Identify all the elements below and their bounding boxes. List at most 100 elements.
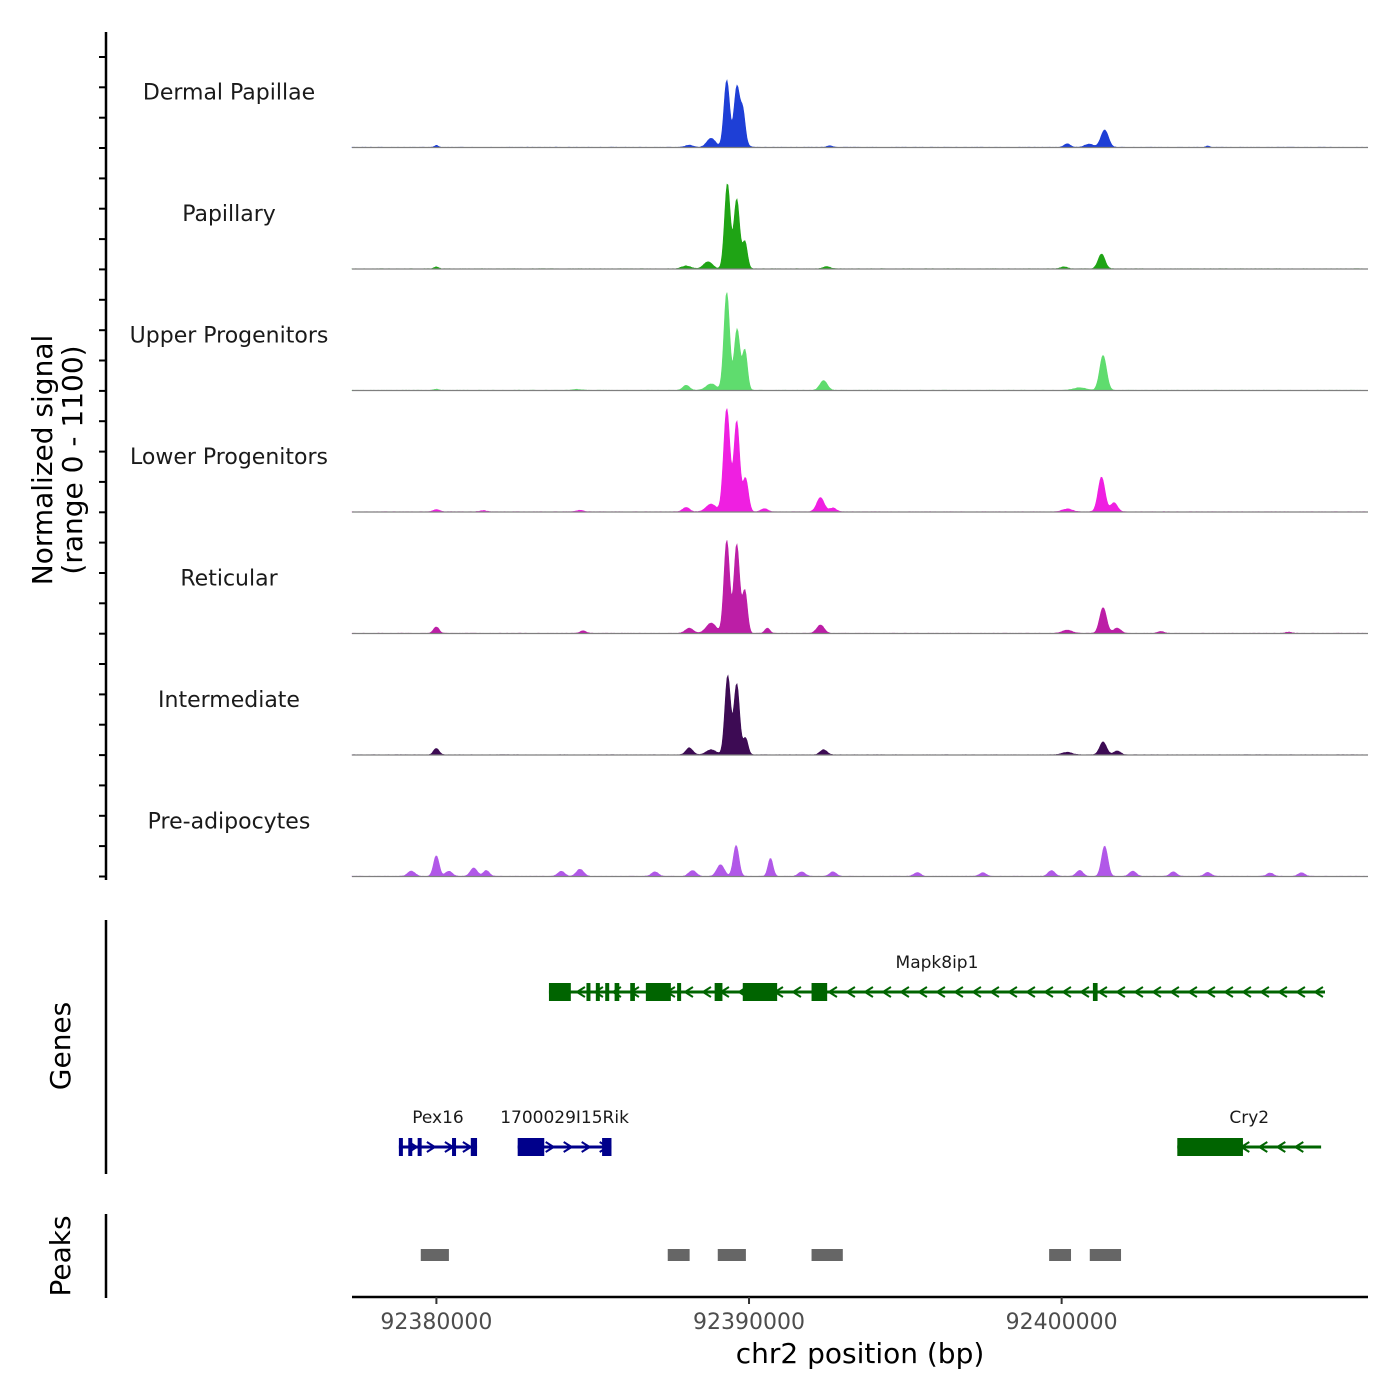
gene-models: Mapk8ip1 Pex16 1700029I15Rik Cry2 bbox=[398, 953, 1325, 1156]
coverage-area bbox=[351, 674, 1369, 756]
strand-chevron bbox=[1205, 986, 1216, 998]
strand-chevron bbox=[1277, 986, 1288, 998]
x-tick-label: 92390000 bbox=[693, 1310, 805, 1335]
strand-chevron bbox=[881, 986, 892, 998]
gene-exon bbox=[742, 983, 778, 1001]
strand-chevron bbox=[791, 986, 802, 998]
track-upper-progenitors: Upper Progenitors bbox=[130, 292, 1369, 392]
track-dermal-papillae: Dermal Papillae bbox=[143, 79, 1369, 149]
strand-chevron bbox=[593, 986, 604, 998]
gene-name-label: Cry2 bbox=[1229, 1108, 1269, 1128]
genes-panel-label: Genes bbox=[44, 1002, 77, 1090]
coverage-area bbox=[351, 540, 1369, 634]
y-axis-title-line1: Normalized signal bbox=[26, 335, 59, 586]
peak-region bbox=[811, 1249, 843, 1261]
strand-chevron bbox=[1115, 986, 1126, 998]
gene-exon bbox=[595, 983, 600, 1001]
genes-panel: Genes Mapk8ip1 Pex16 1700029I15Rik Cry2 bbox=[44, 920, 1325, 1174]
coverage-area bbox=[351, 408, 1369, 513]
strand-chevron bbox=[1025, 986, 1036, 998]
strand-chevron bbox=[683, 986, 694, 998]
strand-chevron bbox=[1223, 986, 1234, 998]
coverage-tracks: Dermal Papillae Papillary Upper Progenitor… bbox=[130, 79, 1369, 878]
gene-exon bbox=[548, 983, 571, 1001]
peak-region bbox=[420, 1249, 449, 1261]
track-label: Intermediate bbox=[158, 688, 300, 713]
strand-chevron bbox=[545, 1141, 556, 1153]
gene-exon bbox=[811, 983, 828, 1001]
strand-chevron bbox=[575, 986, 586, 998]
track-pre-adipocytes: Pre-adipocytes bbox=[148, 810, 1369, 878]
coverage-area bbox=[351, 79, 1369, 148]
gene-name-label: 1700029I15Rik bbox=[500, 1108, 629, 1128]
coverage-area bbox=[351, 292, 1369, 391]
strand-chevron bbox=[563, 1141, 574, 1153]
track-label: Upper Progenitors bbox=[130, 324, 329, 349]
strand-chevron bbox=[1259, 986, 1270, 998]
strand-chevron bbox=[899, 986, 910, 998]
gene-1700029i15rik: 1700029I15Rik bbox=[500, 1108, 629, 1156]
x-tick-label: 92380000 bbox=[380, 1310, 492, 1335]
gene-exon bbox=[470, 1138, 478, 1156]
gene-cry2: Cry2 bbox=[1177, 1108, 1322, 1156]
strand-chevron bbox=[971, 986, 982, 998]
strand-chevron bbox=[935, 986, 946, 998]
peaks-panel-label: Peaks bbox=[44, 1215, 77, 1296]
strand-chevron bbox=[1169, 986, 1180, 998]
track-label: Papillary bbox=[182, 202, 276, 227]
x-tick-label: 92400000 bbox=[1006, 1310, 1118, 1335]
strand-chevron bbox=[989, 986, 1000, 998]
peaks-panel: Peaks bbox=[44, 1214, 1122, 1298]
gene-exon bbox=[1092, 983, 1098, 1001]
gene-exon bbox=[614, 983, 620, 1001]
coverage-y-axis bbox=[99, 32, 108, 880]
peak-regions bbox=[420, 1249, 1122, 1261]
gene-exon bbox=[1177, 1138, 1243, 1156]
gene-exon bbox=[408, 1138, 413, 1156]
gene-name-label: Pex16 bbox=[412, 1108, 464, 1128]
strand-chevron bbox=[1133, 986, 1144, 998]
strand-chevron bbox=[1043, 986, 1054, 998]
strand-chevron bbox=[1007, 986, 1018, 998]
strand-chevron bbox=[581, 1141, 592, 1153]
track-reticular: Reticular bbox=[180, 540, 1369, 635]
gene-exon bbox=[452, 1138, 457, 1156]
strand-chevron bbox=[1313, 986, 1324, 998]
track-label: Pre-adipocytes bbox=[148, 810, 311, 835]
coverage-area bbox=[351, 183, 1369, 270]
gene-name-label: Mapk8ip1 bbox=[896, 953, 979, 973]
gene-exon bbox=[398, 1138, 403, 1156]
gene-mapk8ip1: Mapk8ip1 bbox=[548, 953, 1325, 1001]
strand-chevron bbox=[1187, 986, 1198, 998]
track-label: Dermal Papillae bbox=[143, 81, 315, 106]
gene-pex16: Pex16 bbox=[398, 1108, 478, 1156]
peak-region bbox=[717, 1249, 746, 1261]
strand-chevron bbox=[845, 986, 856, 998]
strand-chevron bbox=[426, 1141, 437, 1153]
strand-chevron bbox=[701, 986, 712, 998]
strand-chevron bbox=[917, 986, 928, 998]
x-ticks: 92380000 92390000 92400000 bbox=[380, 1297, 1118, 1335]
peak-region bbox=[1049, 1249, 1072, 1261]
strand-chevron bbox=[1097, 986, 1108, 998]
gene-exon bbox=[645, 983, 671, 1001]
strand-chevron bbox=[863, 986, 874, 998]
strand-chevron bbox=[1061, 986, 1072, 998]
gene-exon bbox=[602, 1138, 612, 1156]
strand-chevron bbox=[953, 986, 964, 998]
strand-chevron bbox=[1151, 986, 1162, 998]
strand-chevron bbox=[1241, 986, 1252, 998]
peak-region bbox=[1089, 1249, 1122, 1261]
x-axis-title: chr2 position (bp) bbox=[736, 1337, 985, 1370]
gene-exon bbox=[417, 1138, 422, 1156]
gene-exon bbox=[586, 983, 591, 1001]
strand-chevron bbox=[1295, 986, 1306, 998]
track-intermediate: Intermediate bbox=[158, 674, 1369, 756]
gene-exon bbox=[630, 983, 635, 1001]
strand-chevron bbox=[827, 986, 838, 998]
peak-region bbox=[667, 1249, 690, 1261]
y-axis-title-line2: (range 0 - 1100) bbox=[56, 345, 89, 574]
gene-exon bbox=[605, 983, 610, 1001]
track-lower-progenitors: Lower Progenitors bbox=[130, 408, 1369, 513]
gene-exon bbox=[714, 983, 723, 1001]
